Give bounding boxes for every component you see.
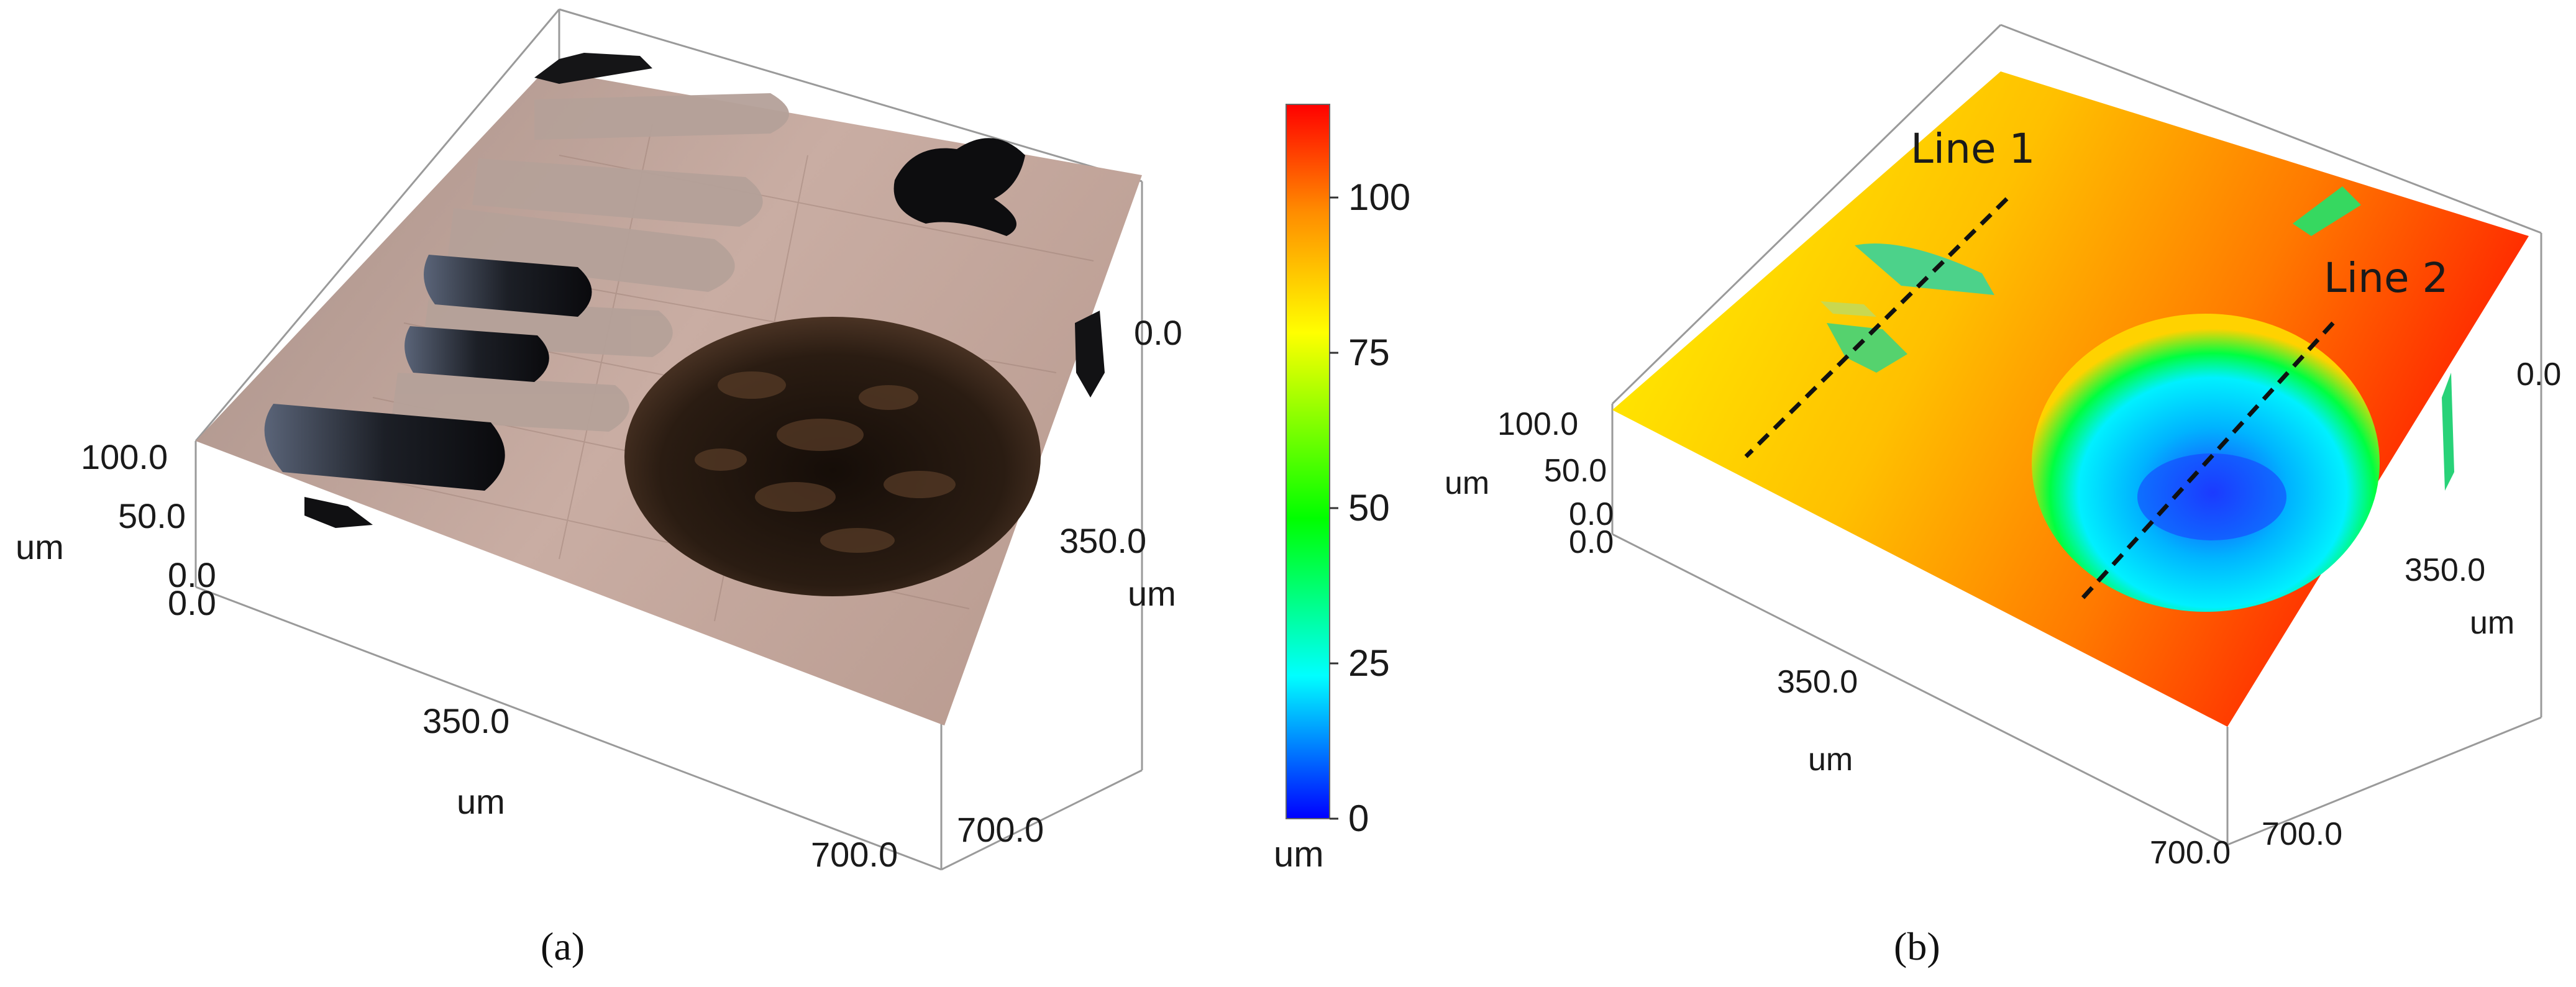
panel-b-y-tick-350: 350.0 bbox=[2405, 552, 2485, 588]
colorbar-unit: um bbox=[1274, 834, 1324, 875]
panel-b-groove-marks bbox=[1820, 243, 1994, 373]
panel-b-y-unit: um bbox=[2470, 605, 2514, 641]
panel-b-z-tick-0: 0.0 bbox=[1569, 496, 1614, 532]
colorbar: 100 75 50 25 0 um bbox=[1274, 104, 1410, 875]
panel-a-z-tick-0: 0.0 bbox=[168, 555, 216, 594]
panel-a-y-tick-700: 700.0 bbox=[957, 810, 1044, 849]
panel-b-y-tick-700: 700.0 bbox=[2262, 816, 2342, 852]
colorbar-ticks: 100 75 50 25 0 bbox=[1330, 176, 1410, 839]
panel-a-crater bbox=[624, 317, 1041, 596]
panel-a-y-tick-350: 350.0 bbox=[1059, 521, 1146, 560]
colorbar-tick-label: 25 bbox=[1348, 642, 1390, 684]
panel-a-x-tick-350: 350.0 bbox=[422, 701, 509, 740]
panel-b-x-unit: um bbox=[1808, 742, 1853, 778]
panel-b-y-origin-tick: 0.0 bbox=[1569, 524, 1614, 560]
line-1-label: Line 1 bbox=[1911, 125, 2035, 173]
line-2-label: Line 2 bbox=[2324, 254, 2449, 302]
panel-b: Line 1 Line 2 100.0 50.0 0.0 0.0 um 350.… bbox=[1445, 24, 2561, 968]
panel-a-x-tick-700: 700.0 bbox=[811, 835, 898, 874]
panel-a-z-tick-100: 100.0 bbox=[81, 437, 168, 476]
panel-b-z-tick-100: 100.0 bbox=[1497, 406, 1578, 442]
panel-b-edge-spike bbox=[2442, 373, 2454, 491]
panel-a-y-tick-0: 0.0 bbox=[1134, 313, 1182, 352]
panel-a-left-blob bbox=[304, 497, 373, 528]
colorbar-tick-label: 100 bbox=[1348, 176, 1410, 218]
panel-a: 100.0 50.0 0.0 0.0 um 350.0 um 700.0 0.0… bbox=[16, 8, 1182, 968]
panel-b-x-tick-350: 350.0 bbox=[1777, 664, 1858, 700]
panel-a-grooves bbox=[264, 255, 592, 491]
panel-a-z-tick-50: 50.0 bbox=[118, 496, 186, 535]
panel-a-top-blob bbox=[534, 53, 652, 84]
panel-a-side-blob bbox=[1075, 311, 1105, 398]
colorbar-tick-label: 0 bbox=[1348, 798, 1369, 839]
panel-a-y-unit: um bbox=[1128, 574, 1176, 613]
panel-b-z-tick-50: 50.0 bbox=[1544, 453, 1607, 489]
panel-a-y-origin-tick: 0.0 bbox=[168, 583, 216, 622]
panel-a-x-unit: um bbox=[457, 782, 505, 821]
panel-b-z-unit: um bbox=[1445, 465, 1489, 501]
panel-a-crater-texture bbox=[695, 371, 956, 553]
panel-a-bounding-box bbox=[194, 8, 1143, 871]
panel-a-caption: (a) bbox=[541, 924, 585, 968]
panel-b-x-tick-700: 700.0 bbox=[2150, 835, 2231, 871]
panel-b-right-spike bbox=[2293, 186, 2361, 236]
line-2-path bbox=[2080, 321, 2335, 601]
panel-b-caption: (b) bbox=[1894, 924, 1940, 968]
colorbar-tick-label: 75 bbox=[1348, 332, 1390, 373]
colorbar-gradient bbox=[1286, 104, 1330, 819]
colorbar-tick-label: 50 bbox=[1348, 487, 1390, 529]
panel-a-z-unit: um bbox=[16, 527, 64, 566]
panel-b-crater-core bbox=[2137, 453, 2286, 540]
panel-b-bounding-box bbox=[1611, 24, 2542, 846]
line-1-path bbox=[1744, 197, 2009, 458]
panel-b-y-tick-0: 0.0 bbox=[2516, 357, 2561, 393]
panel-a-dark-blob bbox=[893, 138, 1025, 236]
